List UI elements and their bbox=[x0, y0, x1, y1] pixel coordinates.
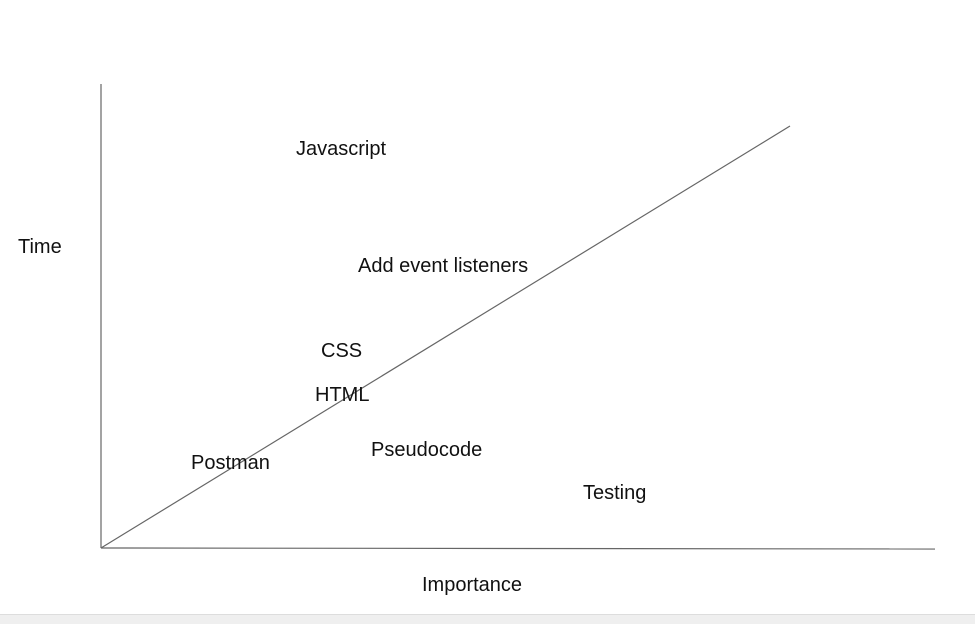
item-pseudocode: Pseudocode bbox=[371, 439, 483, 461]
item-css: CSS bbox=[321, 340, 363, 362]
bottom-strip bbox=[0, 614, 975, 624]
y-axis-label: Time bbox=[18, 236, 62, 258]
x-axis-label: Importance bbox=[422, 574, 523, 596]
item-javascript: Javascript bbox=[296, 138, 387, 160]
item-html: HTML bbox=[315, 384, 370, 406]
item-add-event-listeners: Add event listeners bbox=[358, 255, 529, 277]
item-postman: Postman bbox=[191, 452, 270, 474]
diagonal-trend-line bbox=[100, 125, 791, 549]
item-testing: Testing bbox=[583, 482, 647, 504]
x-axis-line bbox=[100, 547, 936, 550]
